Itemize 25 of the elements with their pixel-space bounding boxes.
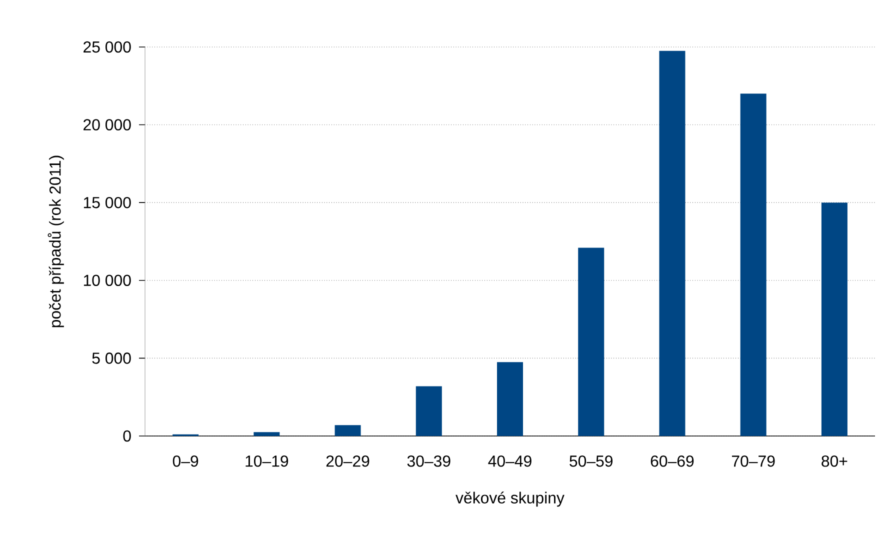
x-tick-label: 50–59 xyxy=(570,456,613,467)
x-tick-label: 70–79 xyxy=(732,456,775,467)
bar xyxy=(659,50,686,436)
x-tick-label: 30–39 xyxy=(407,456,450,467)
x-tick-label: 80+ xyxy=(822,456,848,467)
x-tick-label: 10–19 xyxy=(246,456,288,467)
y-tick-label: 5 000 xyxy=(92,352,131,364)
bar xyxy=(578,248,604,436)
bar xyxy=(254,432,280,436)
x-tick-label: 20–29 xyxy=(326,456,370,467)
x-tick-label: 60–69 xyxy=(650,456,694,467)
y-tick-label: 10 000 xyxy=(84,274,131,286)
bar xyxy=(497,362,524,436)
bar xyxy=(740,94,766,436)
y-axis-title: počet případů (rok 2011) xyxy=(48,156,64,328)
y-tick-label: 25 000 xyxy=(84,41,131,53)
y-tick-label: 20 000 xyxy=(84,119,131,130)
y-tick-label: 15 000 xyxy=(84,196,131,208)
bar xyxy=(334,425,361,436)
x-tick-label: 40–49 xyxy=(488,456,532,467)
x-tick-label: 0–9 xyxy=(172,456,198,467)
bar xyxy=(821,202,848,436)
y-tick-label: 0 xyxy=(123,430,131,442)
x-axis-title: věkové skupiny xyxy=(456,492,564,507)
bar xyxy=(416,386,442,436)
